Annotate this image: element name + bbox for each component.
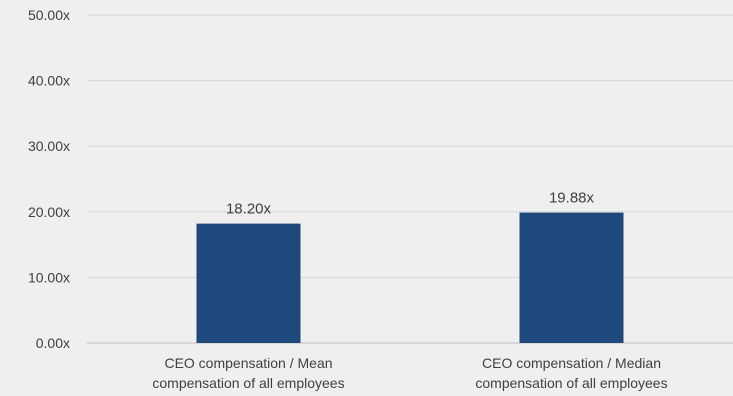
bars — [196, 212, 624, 343]
x-axis-category-labels: CEO compensation / Mean compensation of a… — [152, 355, 667, 391]
x-category-label: compensation of all employees — [475, 375, 667, 391]
x-category-label: compensation of all employees — [152, 375, 344, 391]
y-tick-label: 50.00x — [28, 7, 70, 23]
data-labels: 18.20x 19.88x — [226, 190, 595, 218]
x-category-label: CEO compensation / Median — [482, 355, 661, 371]
y-tick-label: 20.00x — [28, 204, 70, 220]
y-tick-label: 10.00x — [28, 269, 70, 285]
gridlines — [87, 14, 733, 344]
bar — [519, 212, 624, 343]
y-tick-label: 40.00x — [28, 73, 70, 89]
y-axis-tick-labels: 0.00x 10.00x 20.00x 30.00x 40.00x 50.00x — [28, 7, 70, 351]
bar-data-label: 18.20x — [226, 201, 272, 218]
bar-data-label: 19.88x — [549, 190, 595, 207]
bar — [196, 223, 301, 343]
x-category-label: CEO compensation / Mean — [164, 355, 332, 371]
y-tick-label: 0.00x — [36, 335, 70, 351]
y-tick-label: 30.00x — [28, 138, 70, 154]
